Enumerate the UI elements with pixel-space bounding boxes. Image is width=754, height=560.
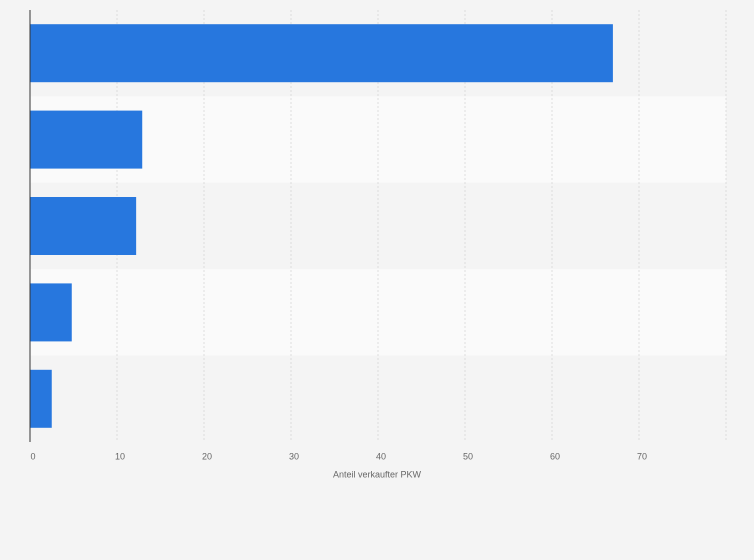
x-axis-label: Anteil verkaufter PKW [333,469,422,479]
x-tick-label: 20 [202,451,212,461]
x-tick-label: 70 [637,451,647,461]
x-tick-label: 10 [115,451,125,461]
x-tick-label: 0 [30,451,35,461]
x-tick-label: 50 [463,451,473,461]
x-tick-label: 60 [550,451,560,461]
bar [30,110,143,169]
x-tick-label: 40 [376,451,386,461]
x-tick-label: 30 [289,451,299,461]
bar [30,369,52,428]
bar [30,24,613,83]
bar [30,283,72,342]
bar [30,197,137,255]
